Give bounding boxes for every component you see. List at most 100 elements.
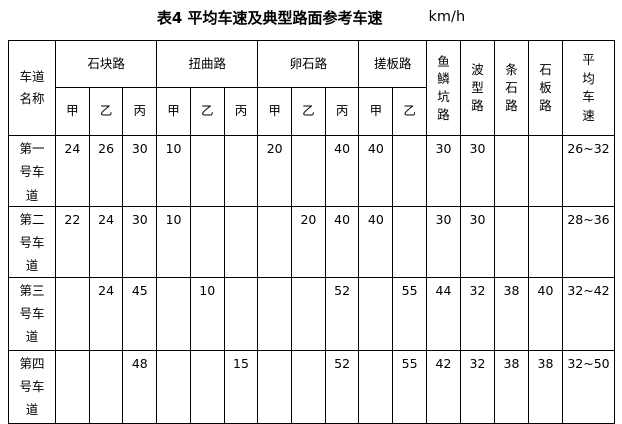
cell-r3-c12: 44 — [426, 276, 461, 351]
row-label-lane-4-line-2: 号车 — [19, 378, 45, 394]
header-shibanlu: 石 板 路 — [528, 40, 563, 136]
header-sub-luanshilu-jia: 甲 — [257, 87, 293, 136]
table-row: 第一 号车 道 24 26 30 10 20 40 40 30 — [8, 135, 615, 207]
cell-r2-c7 — [257, 205, 293, 278]
cell-r1-c15 — [528, 135, 563, 207]
cell-r3-c4 — [156, 276, 191, 351]
header-average-speed-char-4: 速 — [582, 107, 595, 123]
row-label-lane-4-line-3: 道 — [25, 402, 39, 417]
row-label-lane-4: 第四 号车 道 — [8, 349, 56, 424]
cell-r2-c4: 10 — [156, 205, 191, 278]
table-row: 第二 号车 道 22 24 30 10 20 40 40 30 — [8, 205, 615, 278]
row-label-lane-1-line-2: 号车 — [19, 164, 45, 180]
cell-r4-c8 — [291, 349, 326, 424]
row-label-lane-3: 第三 号车 道 — [8, 276, 56, 351]
cell-r4-average: 32~50 — [562, 349, 615, 424]
header-yulinkenglu: 鱼 鳞 坑 路 — [426, 40, 461, 136]
header-yulinkenglu-char-4: 路 — [437, 106, 450, 122]
cell-r1-c7: 20 — [257, 135, 293, 207]
header-group-shikuailu: 石块路 — [54, 40, 158, 88]
cell-r4-c11: 55 — [392, 349, 427, 424]
header-shibanlu-char-3: 路 — [539, 97, 552, 113]
document-page: 表4 平均车速及典型路面参考车速 km/h 车道 名称 石块路 扭曲路 卵石路 … — [8, 8, 615, 424]
cell-r2-c3: 30 — [122, 205, 158, 278]
header-row-subs: 甲 乙 丙 甲 乙 丙 甲 乙 丙 甲 乙 — [9, 87, 615, 136]
cell-r4-c7 — [257, 349, 293, 424]
cell-r4-c3: 48 — [122, 349, 158, 424]
cell-r1-average: 26~32 — [562, 135, 615, 207]
cell-r4-c5 — [189, 349, 225, 424]
header-boxinglu-char-1: 波 — [471, 62, 484, 78]
cell-r3-c10 — [358, 276, 394, 351]
header-row-groups: 车道 名称 石块路 扭曲路 卵石路 搓板路 鱼 鳞 坑 路 波 — [8, 40, 615, 136]
cell-r2-c10: 40 — [358, 205, 394, 278]
cell-r4-c12: 42 — [426, 349, 461, 424]
cell-r3-average: 32~42 — [562, 276, 615, 351]
cell-r2-c11 — [392, 205, 427, 278]
header-tiaoshilu: 条 石 路 — [494, 40, 529, 136]
table-row: 第三 号车 道 24 45 10 52 55 44 32 — [8, 276, 615, 351]
header-sub-shikuailu-bing: 丙 — [122, 87, 158, 136]
cell-r4-c14: 38 — [494, 349, 529, 424]
cell-r3-c14: 38 — [494, 276, 529, 351]
cell-r1-c8 — [291, 135, 326, 207]
row-label-lane-1-line-1: 第一 — [19, 141, 45, 156]
header-yulinkenglu-char-3: 坑 — [437, 89, 450, 104]
cell-r2-c12: 30 — [426, 205, 461, 278]
header-boxinglu-char-2: 型 — [471, 80, 484, 96]
row-label-lane-3-line-3: 道 — [25, 329, 39, 344]
header-sub-shikuailu-yi: 乙 — [88, 87, 124, 136]
cell-r2-c6 — [223, 205, 259, 278]
header-lane-name-line-1: 车道 — [19, 69, 45, 85]
cell-r3-c9: 52 — [324, 276, 360, 351]
cell-r3-c13: 32 — [460, 276, 495, 351]
cell-r3-c7 — [257, 276, 293, 351]
header-shibanlu-char-1: 石 — [539, 62, 552, 78]
cell-r1-c11 — [392, 135, 427, 207]
header-average-speed-char-2: 均 — [582, 70, 595, 86]
header-tiaoshilu-char-3: 路 — [505, 97, 518, 113]
cell-r1-c12: 30 — [426, 135, 461, 207]
header-average-speed: 平 均 车 速 — [562, 40, 615, 136]
row-label-lane-3-line-2: 号车 — [19, 305, 45, 321]
cell-r2-c8: 20 — [291, 205, 326, 278]
table-head: 车道 名称 石块路 扭曲路 卵石路 搓板路 鱼 鳞 坑 路 波 — [8, 40, 615, 136]
cell-r3-c3: 45 — [122, 276, 158, 351]
header-group-luanshilu: 卵石路 — [257, 40, 360, 88]
cell-r4-c13: 32 — [460, 349, 495, 424]
cell-r2-c2: 24 — [88, 205, 124, 278]
header-sub-niuqulu-jia: 甲 — [156, 87, 191, 136]
row-label-lane-2-line-3: 道 — [25, 258, 39, 274]
cell-r1-c4: 10 — [156, 135, 191, 207]
cell-r3-c1 — [55, 276, 90, 351]
cell-r3-c5: 10 — [189, 276, 225, 351]
table-title-text: 表4 平均车速及典型路面参考车速 — [156, 8, 383, 27]
cell-r2-c15 — [528, 205, 563, 278]
header-sub-cuobanlu-jia: 甲 — [358, 87, 394, 136]
cell-r1-c10: 40 — [358, 135, 394, 207]
cell-r4-c15: 38 — [528, 349, 563, 424]
cell-r3-c8 — [291, 276, 326, 351]
row-label-lane-4-line-1: 第四 — [19, 355, 45, 371]
row-label-lane-1: 第一 号车 道 — [8, 135, 56, 207]
cell-r1-c6 — [223, 135, 259, 207]
table-body: 第一 号车 道 24 26 30 10 20 40 40 30 — [8, 135, 615, 424]
cell-r2-c9: 40 — [324, 205, 360, 278]
cell-r2-c13: 30 — [460, 205, 495, 278]
header-group-niuqulu: 扭曲路 — [156, 40, 259, 88]
cell-r1-c2: 26 — [88, 135, 124, 207]
cell-r3-c6 — [223, 276, 259, 351]
cell-r4-c2 — [88, 349, 124, 424]
row-label-lane-2-line-2: 号车 — [19, 235, 45, 250]
row-label-lane-2-line-1: 第二 — [19, 211, 45, 227]
table-row: 第四 号车 道 48 15 52 55 42 32 — [8, 349, 615, 424]
header-tiaoshilu-char-2: 石 — [505, 80, 518, 96]
header-boxinglu-char-3: 路 — [471, 97, 484, 113]
row-label-lane-2: 第二 号车 道 — [8, 205, 56, 278]
average-speed-table: 车道 名称 石块路 扭曲路 卵石路 搓板路 鱼 鳞 坑 路 波 — [8, 40, 615, 424]
header-sub-niuqulu-bing: 丙 — [223, 87, 259, 136]
cell-r2-average: 28~36 — [562, 205, 615, 278]
row-label-lane-1-line-3: 道 — [25, 187, 39, 203]
cell-r4-c10 — [358, 349, 394, 424]
cell-r1-c13: 30 — [460, 135, 495, 207]
